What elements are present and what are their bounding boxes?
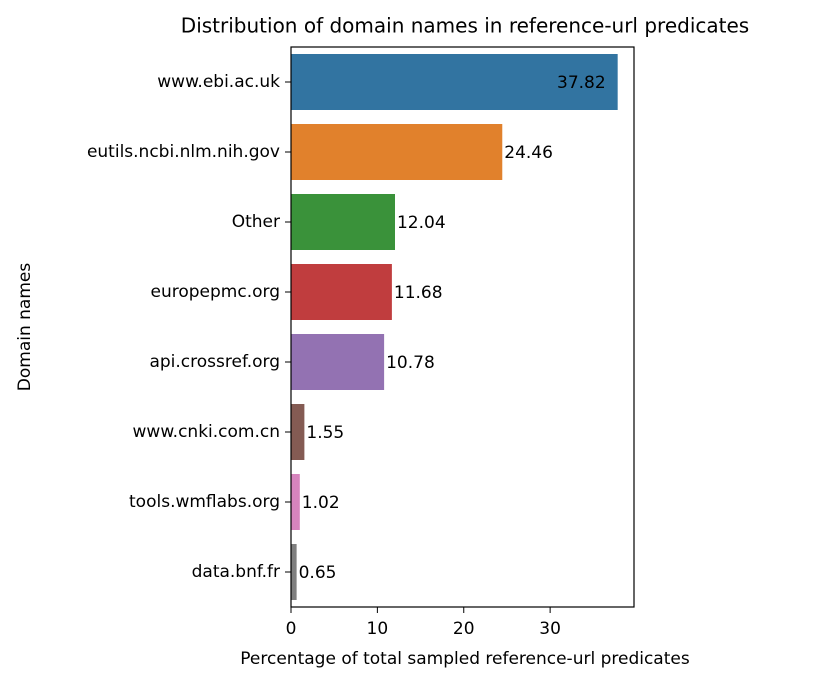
value-label: 1.02	[302, 493, 340, 513]
value-label: 10.78	[386, 353, 435, 373]
value-label: 12.04	[397, 213, 446, 233]
value-label: 11.68	[394, 283, 443, 303]
bar	[291, 544, 297, 600]
y-tick-label: europepmc.org	[151, 282, 280, 302]
x-tick-label: 30	[539, 619, 561, 639]
y-tick-label: api.crossref.org	[149, 352, 280, 372]
bar	[291, 54, 618, 110]
bar	[291, 404, 305, 460]
y-tick-label: eutils.ncbi.nlm.nih.gov	[87, 142, 280, 162]
bar	[291, 194, 395, 250]
y-tick-label: data.bnf.fr	[192, 562, 280, 582]
x-axis-label: Percentage of total sampled reference-ur…	[240, 649, 690, 669]
value-label: 0.65	[299, 563, 337, 583]
x-tick-label: 20	[453, 619, 475, 639]
x-tick-label: 0	[286, 619, 297, 639]
bar	[291, 334, 385, 390]
value-label: 37.82	[557, 73, 606, 93]
chart-title: Distribution of domain names in referenc…	[181, 14, 749, 38]
y-tick-label: www.ebi.ac.uk	[157, 72, 280, 92]
y-tick-label: tools.wmflabs.org	[129, 492, 280, 512]
value-label: 1.55	[306, 423, 344, 443]
y-tick-label: www.cnki.com.cn	[133, 422, 280, 442]
value-label: 24.46	[504, 143, 553, 163]
bar	[291, 264, 392, 320]
y-tick-label: Other	[232, 212, 280, 232]
bar	[291, 474, 300, 530]
plot-frame	[290, 46, 635, 608]
bar	[291, 124, 503, 180]
y-axis-label: Domain names	[15, 263, 35, 392]
x-tick-label: 10	[367, 619, 389, 639]
